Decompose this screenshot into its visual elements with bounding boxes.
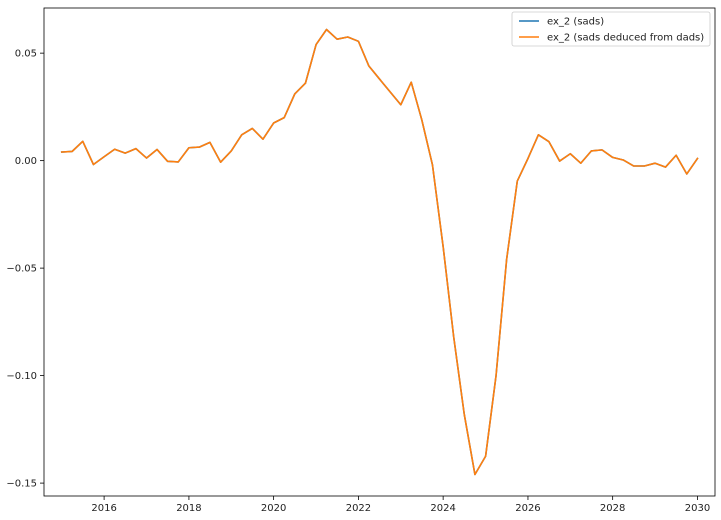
x-tick-label: 2030 (685, 503, 710, 514)
x-tick-label: 2016 (91, 503, 116, 514)
series-layer (60, 28, 699, 476)
legend-box (511, 11, 711, 47)
y-tick-label: 0.00 (15, 156, 37, 167)
y-tick-label: −0.05 (6, 264, 37, 275)
legend-label: ex_2 (sads) (547, 17, 604, 28)
series-line-2 (60, 28, 699, 476)
x-axis: 2016 2018 2020 2022 2024 2026 2028 2030 (91, 496, 710, 514)
legend-label: ex_2 (sads deduced from dads) (547, 33, 704, 44)
x-tick-label: 2026 (515, 503, 540, 514)
x-tick-label: 2020 (261, 503, 286, 514)
x-tick-label: 2028 (600, 503, 625, 514)
x-tick-label: 2018 (176, 503, 201, 514)
x-tick-label: 2024 (430, 503, 455, 514)
y-tick-label: −0.15 (6, 479, 37, 490)
plot-area (44, 8, 715, 496)
x-tick-label: 2022 (346, 503, 371, 514)
y-axis: 0.05 0.00 −0.05 −0.10 −0.15 (6, 49, 44, 490)
plot-frame (43, 7, 716, 497)
y-tick-label: −0.10 (6, 371, 37, 382)
y-tick-label: 0.05 (15, 49, 37, 60)
legend: ex_2 (sads) ex_2 (sads deduced from dads) (511, 11, 711, 47)
